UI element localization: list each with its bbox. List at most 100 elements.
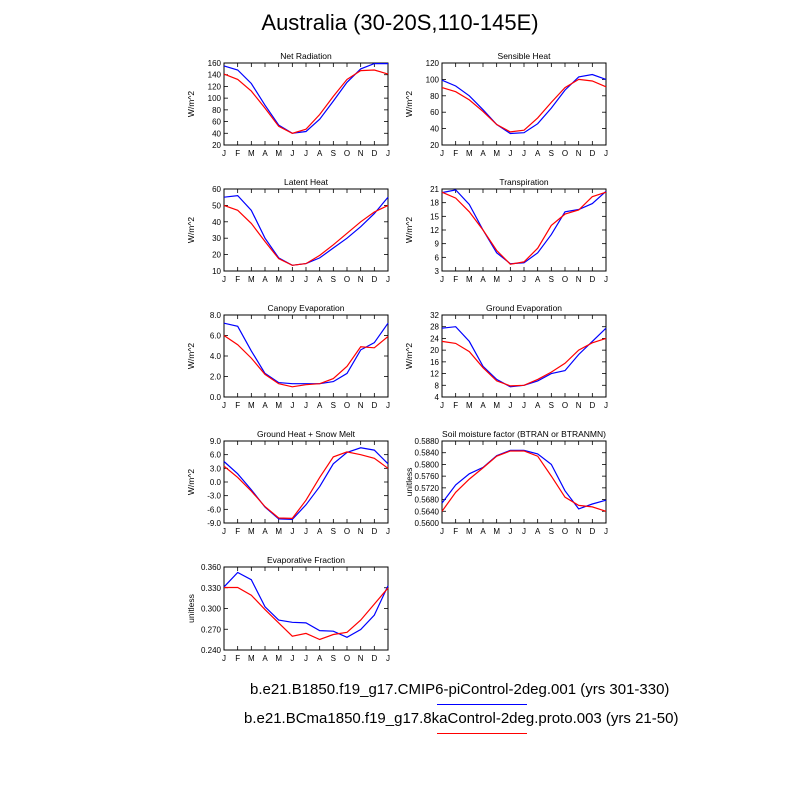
- y-tick-label: 0.0: [210, 478, 222, 487]
- plot-frame: [223, 188, 389, 272]
- x-tick-label: J: [304, 275, 308, 284]
- x-tick-label: A: [535, 149, 541, 158]
- y-tick-label: 32: [430, 311, 439, 320]
- x-tick-label: F: [235, 275, 240, 284]
- x-tick-label: J: [440, 401, 444, 410]
- y-tick-label: 40: [212, 218, 221, 227]
- series-line-2: [223, 69, 389, 134]
- x-tick-label: J: [290, 149, 294, 158]
- x-tick-label: A: [317, 654, 323, 663]
- y-tick-label: 21: [430, 185, 439, 194]
- series-line-1: [441, 73, 607, 135]
- series-line-2: [224, 586, 389, 641]
- y-tick-label: 0.5880: [415, 437, 440, 446]
- y-tick-label: 0.5760: [415, 472, 440, 481]
- x-tick-label: M: [248, 654, 255, 663]
- x-tick-label: S: [331, 149, 336, 158]
- y-tick-label: 2.0: [210, 373, 222, 382]
- x-tick-label: J: [222, 401, 226, 410]
- x-tick-label: O: [562, 527, 568, 536]
- x-tick-label: F: [235, 527, 240, 536]
- y-tick-label: 0.5840: [415, 449, 440, 458]
- x-tick-label: O: [344, 527, 350, 536]
- panel-title: Sensible Heat: [498, 51, 552, 61]
- y-tick-label: 100: [426, 75, 440, 84]
- x-tick-label: M: [493, 275, 500, 284]
- x-tick-label: J: [604, 527, 608, 536]
- series-line-2: [223, 335, 389, 388]
- x-tick-label: J: [222, 654, 226, 663]
- y-axis-label: W/m^2: [404, 217, 414, 243]
- x-tick-label: N: [358, 275, 364, 284]
- x-tick-label: A: [262, 527, 268, 536]
- x-tick-label: M: [466, 275, 473, 284]
- panel-title: Ground Heat + Snow Melt: [257, 429, 356, 439]
- x-tick-label: M: [466, 527, 473, 536]
- x-tick-label: F: [235, 401, 240, 410]
- y-tick-label: 6: [435, 253, 440, 262]
- y-tick-label: 0.5720: [415, 484, 440, 493]
- x-tick-label: D: [589, 149, 595, 158]
- y-tick-label: 0.5800: [415, 460, 440, 469]
- y-tick-label: 30: [212, 234, 221, 243]
- x-tick-label: J: [222, 527, 226, 536]
- y-tick-label: 9.0: [210, 437, 222, 446]
- x-tick-label: M: [493, 149, 500, 158]
- x-tick-label: N: [576, 401, 582, 410]
- y-tick-label: 120: [208, 82, 222, 91]
- y-tick-label: 40: [430, 125, 439, 134]
- panel-9: Evaporative Fraction 0.240 0.270 0.300 0.330…: [186, 555, 390, 663]
- x-tick-label: J: [522, 275, 526, 284]
- x-tick-label: J: [440, 149, 444, 158]
- x-tick-label: J: [386, 149, 390, 158]
- y-tick-label: 20: [430, 346, 439, 355]
- series-line-1: [223, 447, 389, 521]
- x-tick-label: M: [275, 654, 282, 663]
- y-tick-label: 0.5640: [415, 507, 440, 516]
- y-tick-label: 28: [430, 323, 439, 332]
- y-tick-label: 8: [435, 381, 440, 390]
- x-tick-label: O: [344, 401, 350, 410]
- x-tick-label: D: [589, 401, 595, 410]
- y-tick-label: 60: [212, 118, 221, 127]
- y-axis-label: W/m^2: [186, 469, 196, 495]
- y-tick-label: 0.330: [201, 584, 222, 593]
- legend-label-2: b.e21.BCma1850.f19_g17.8kaControl-2deg.p…: [244, 710, 679, 727]
- x-tick-label: J: [290, 654, 294, 663]
- x-tick-label: N: [358, 654, 364, 663]
- x-tick-label: N: [576, 149, 582, 158]
- x-tick-label: N: [576, 527, 582, 536]
- x-tick-label: J: [522, 401, 526, 410]
- y-tick-label: 50: [212, 201, 221, 210]
- y-axis-label: W/m^2: [186, 343, 196, 369]
- x-tick-label: J: [604, 275, 608, 284]
- y-tick-label: 60: [430, 108, 439, 117]
- legend-swatch-1: [437, 704, 527, 705]
- legend-label-1: b.e21.B1850.f19_g17.CMIP6-piControl-2deg…: [250, 681, 670, 698]
- x-tick-label: A: [317, 149, 323, 158]
- x-tick-label: J: [508, 401, 512, 410]
- x-tick-label: S: [331, 275, 336, 284]
- x-tick-label: A: [480, 149, 486, 158]
- x-tick-label: A: [262, 275, 268, 284]
- x-tick-label: J: [304, 149, 308, 158]
- x-tick-label: S: [331, 401, 336, 410]
- panel-8: Soil moisture factor (BTRAN or BTRANMN)0…: [404, 429, 608, 536]
- y-tick-label: 15: [430, 212, 439, 221]
- y-axis-label: W/m^2: [404, 91, 414, 117]
- x-tick-label: M: [275, 527, 282, 536]
- x-tick-label: D: [589, 527, 595, 536]
- series-line-2: [441, 78, 607, 133]
- y-tick-label: 10: [212, 267, 221, 276]
- x-tick-label: A: [480, 275, 486, 284]
- y-tick-label: 0.5680: [415, 496, 440, 505]
- y-tick-label: 9: [435, 240, 440, 249]
- x-tick-label: J: [508, 527, 512, 536]
- y-tick-label: 0.0: [210, 393, 222, 402]
- x-tick-label: O: [344, 149, 350, 158]
- y-tick-label: 0.5600: [415, 519, 440, 528]
- x-tick-label: J: [304, 654, 308, 663]
